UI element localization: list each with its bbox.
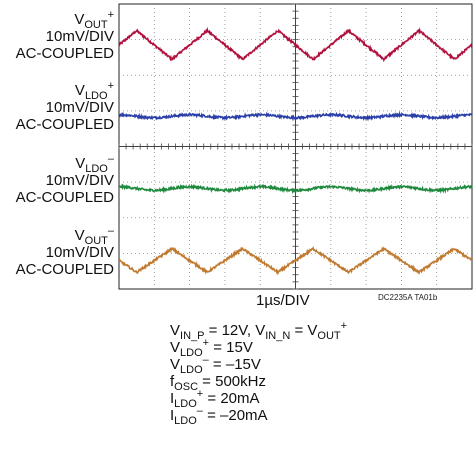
channel-coupling: AC-COUPLED — [15, 44, 114, 62]
condition-line: ILDO+ = 20mA — [170, 388, 260, 410]
channel-scale: 10mV/DIV — [45, 27, 114, 45]
trace-vldo — [118, 110, 473, 122]
trace-vout — [118, 26, 473, 63]
condition-line: fOSC = 500kHz — [170, 373, 266, 393]
channel-coupling: AC-COUPLED — [15, 260, 114, 278]
x-axis-label: 1µs/DIV — [256, 292, 310, 309]
condition-line: VIN_P = 12V, VIN_N = VOUT+ — [170, 320, 348, 342]
channel-scale: 10mV/DIV — [45, 171, 114, 189]
channel-label: VOUT+ 10mV/DIV AC-COUPLED — [15, 8, 114, 62]
condition-line: VLDO– = –15V — [170, 354, 261, 376]
channel-name: VOUT– — [74, 224, 114, 247]
channel-name: VLDO+ — [74, 80, 114, 103]
figure-footnote: DC2235A TA01b — [378, 293, 438, 302]
channel-name: VLDO– — [75, 152, 114, 175]
channel-scale: 10mV/DIV — [45, 99, 114, 117]
channel-label: VOUT– 10mV/DIV AC-COUPLED — [15, 224, 114, 278]
condition-line: ILDO– = –20mA — [170, 405, 268, 427]
channel-name: VOUT+ — [74, 8, 114, 31]
condition-line: VLDO+ = 15V — [170, 337, 253, 359]
channel-scale: 10mV/DIV — [45, 243, 114, 261]
channel-label: VLDO– 10mV/DIV AC-COUPLED — [15, 152, 114, 206]
channel-coupling: AC-COUPLED — [15, 116, 114, 134]
trace-vout — [118, 245, 473, 276]
channel-coupling: AC-COUPLED — [15, 188, 114, 206]
test-conditions: VIN_P = 12V, VIN_N = VOUT+ VLDO+ = 15V VLD… — [170, 320, 348, 427]
trace-vldo — [118, 183, 473, 195]
channel-label: VLDO+ 10mV/DIV AC-COUPLED — [15, 80, 114, 134]
